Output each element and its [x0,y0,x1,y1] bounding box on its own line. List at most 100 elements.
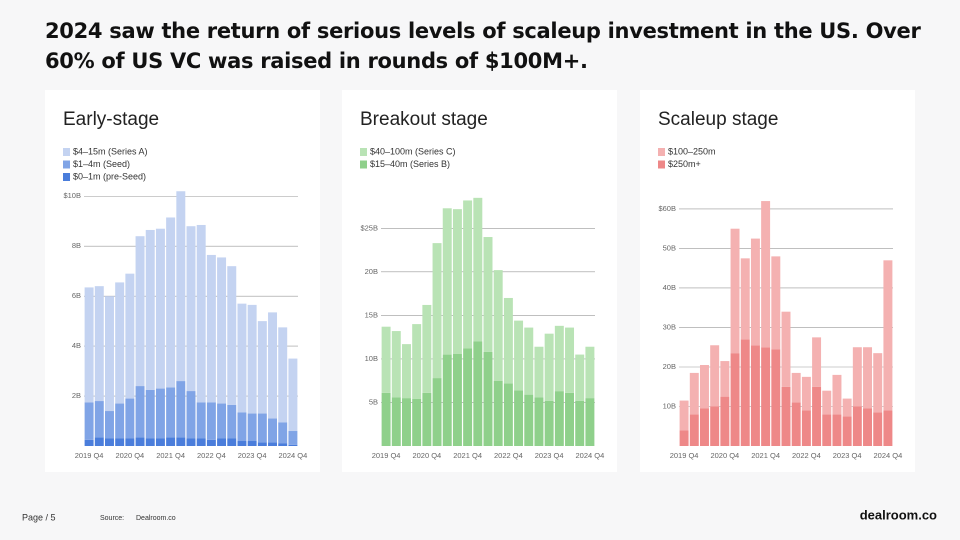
legend-label: $100–250m [668,146,716,156]
bar-segment [227,266,237,405]
bar-segment [452,209,462,354]
bar-segment [822,414,832,446]
y-tick-label: 4B [72,341,81,350]
bar-segment [166,217,176,388]
bar-segment [401,398,411,446]
bar-segment [689,414,699,446]
bar-segment [84,402,94,440]
x-tick-label: 2023 Q4 [833,451,862,460]
bar-segment [278,327,288,423]
bar-segment [534,397,544,446]
bar-segment [288,431,298,445]
bar-segment [257,442,267,446]
legend-label: $4–15m (Series A) [73,146,148,156]
bar-segment [503,383,513,446]
y-tick-label: 15B [365,310,378,319]
bar-segment [268,312,278,419]
bar-segment [227,438,237,446]
bar-segment [730,353,740,446]
legend-swatch [658,148,665,156]
bar-segment [554,391,564,446]
bar-segment [740,258,750,340]
bar-segment [873,412,883,446]
bar-segment [720,361,730,397]
x-tick-label: 2020 Q4 [115,451,144,460]
bar-segment [740,339,750,446]
y-tick-label: 10B [365,354,378,363]
bar-segment [852,347,862,407]
bar-segment [852,406,862,446]
x-tick-label: 2019 Q4 [670,451,699,460]
y-tick-label: 6B [72,291,81,300]
bar-segment [115,282,125,404]
bar-segment [135,236,145,387]
bar-segment [771,256,781,350]
bar-segment [883,260,893,411]
bar-segment [863,408,873,446]
bar-segment [288,358,298,432]
bar-segment [115,438,125,446]
bar-segment [801,410,811,446]
bar-segment [863,347,873,409]
bar-segment [257,413,267,443]
bar-segment [227,404,237,439]
bar-segment [524,394,534,446]
bar-segment [186,226,196,392]
bar-segment [237,441,247,446]
bar-segment [750,345,760,446]
bar-segment [412,398,422,446]
bar-segment [135,386,145,438]
y-tick-label: 8B [72,241,81,250]
bar-segment [761,201,771,348]
bar-segment [432,378,442,446]
bar-segment [514,320,524,391]
bar-segment [503,297,513,384]
legend-swatch [63,148,70,156]
bar-segment [247,413,257,442]
bar-segment [720,396,730,446]
bar-segment [196,224,206,403]
y-tick-label: 2B [72,391,81,400]
bar-segment [473,341,483,446]
bar-segment [206,439,216,446]
bar-segment [554,325,564,392]
bar-segment [432,243,442,379]
bar-segment [771,349,781,446]
bar-segment [268,418,278,443]
x-tick-label: 2022 Q4 [494,451,523,460]
bar-segment [257,321,267,414]
y-tick-label: 5B [369,397,378,406]
bar-segment [422,304,432,393]
panel-title: Breakout stage [360,109,488,130]
bar-segment [145,389,155,439]
bar-segment [483,351,493,446]
bar-segment [206,254,216,403]
panel-title: Scaleup stage [658,109,778,130]
x-tick-label: 2024 Q4 [874,451,903,460]
x-tick-label: 2021 Q4 [156,451,185,460]
bar-segment [155,438,165,446]
bar-segment [125,398,135,439]
bar-segment [791,402,801,446]
bar-segment [176,437,186,446]
bar-segment [104,438,114,446]
bar-segment [288,444,298,446]
bar-segment [217,438,227,446]
bar-segment [145,438,155,446]
bar-segment [710,406,720,446]
x-tick-label: 2024 Q4 [279,451,308,460]
legend-label: $1–4m (Seed) [73,159,130,169]
bar-segment [104,411,114,439]
bar-segment [699,365,709,409]
bar-segment [452,353,462,446]
bar-segment [125,273,135,399]
bar-segment [842,416,852,446]
legend-swatch [63,160,70,169]
bar-segment [463,200,473,349]
bar-segment [832,414,842,446]
x-tick-label: 2022 Q4 [792,451,821,460]
bar-segment [186,391,196,439]
bar-segment [679,430,689,446]
bar-segment [575,400,585,446]
